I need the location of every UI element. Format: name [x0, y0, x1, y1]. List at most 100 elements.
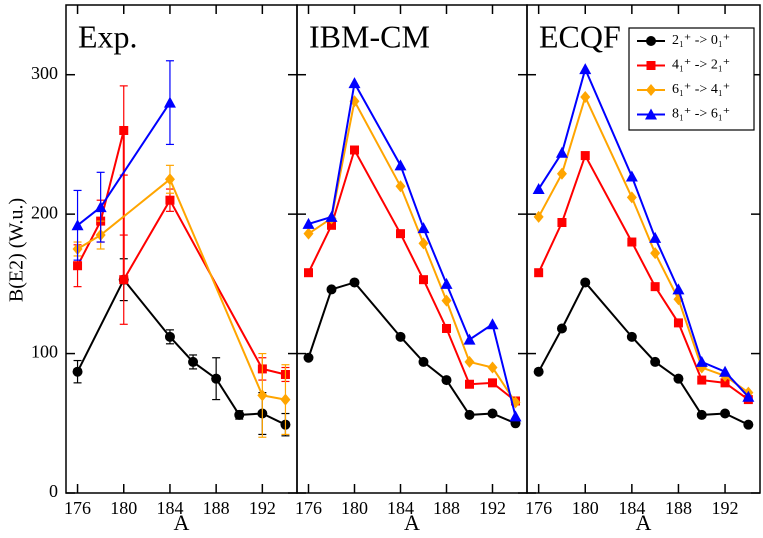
- x-tick-label: 180: [341, 498, 368, 518]
- marker: [556, 167, 567, 180]
- panel-frame: [526, 4, 761, 494]
- y-tick-label: 200: [31, 202, 58, 222]
- marker: [579, 63, 592, 75]
- marker: [348, 77, 361, 89]
- x-tick-label: 192: [249, 498, 276, 518]
- legend-marker: [646, 61, 656, 70]
- panel-title: ECQF: [539, 18, 621, 54]
- x-tick-label: 180: [110, 498, 137, 518]
- legend-label: 2₁⁺ -> 0₁⁺: [672, 33, 730, 48]
- x-tick-label: 192: [712, 498, 739, 518]
- marker: [280, 393, 291, 406]
- x-tick-label: 188: [203, 498, 230, 518]
- marker: [487, 408, 498, 419]
- marker: [440, 277, 453, 289]
- marker: [743, 419, 754, 430]
- marker: [350, 145, 359, 155]
- y-tick-label: 0: [49, 481, 58, 501]
- marker: [418, 356, 429, 367]
- marker: [442, 323, 451, 333]
- series-line: [77, 177, 286, 401]
- marker: [463, 333, 476, 345]
- marker: [304, 268, 313, 278]
- x-tick-label: 184: [156, 498, 183, 518]
- marker: [673, 373, 684, 384]
- marker: [672, 283, 685, 295]
- y-tick-label: 100: [31, 342, 58, 362]
- series-line: [76, 130, 286, 376]
- marker: [72, 366, 83, 377]
- marker: [650, 356, 661, 367]
- x-axis-label: A: [404, 510, 420, 535]
- x-tick-label: 176: [525, 498, 552, 518]
- marker: [465, 379, 474, 389]
- marker: [486, 318, 499, 330]
- panel-title: IBM-CM: [309, 18, 430, 54]
- x-axis-label: A: [174, 510, 190, 535]
- marker: [697, 375, 707, 385]
- marker: [394, 159, 407, 171]
- marker: [534, 268, 544, 278]
- x-tick-label: 176: [64, 498, 91, 518]
- legend-marker: [646, 84, 656, 96]
- marker: [396, 229, 405, 239]
- y-axis-label: B(E2) (W.u.): [6, 198, 28, 302]
- marker: [487, 361, 498, 374]
- x-tick-label: 180: [572, 498, 599, 518]
- marker: [164, 173, 175, 186]
- series-line: [307, 147, 517, 402]
- marker: [303, 227, 314, 240]
- marker: [234, 409, 245, 420]
- legend-marker: [646, 36, 656, 46]
- marker: [441, 294, 452, 307]
- marker: [673, 318, 683, 328]
- marker: [395, 180, 406, 193]
- marker: [650, 247, 661, 260]
- marker: [94, 201, 107, 213]
- series-line: [307, 281, 516, 425]
- marker: [325, 210, 338, 222]
- marker: [349, 277, 360, 288]
- series-line: [307, 98, 517, 403]
- marker: [580, 277, 591, 288]
- marker: [464, 409, 475, 420]
- legend-label: 8₁⁺ -> 6₁⁺: [672, 107, 730, 122]
- x-tick-label: 192: [479, 498, 506, 518]
- marker: [257, 389, 268, 402]
- legend-label: 6₁⁺ -> 4₁⁺: [672, 82, 730, 97]
- marker: [509, 410, 522, 422]
- marker: [580, 91, 591, 104]
- marker: [720, 408, 731, 419]
- marker: [719, 365, 732, 377]
- x-tick-label: 184: [618, 498, 645, 518]
- marker: [557, 218, 567, 228]
- x-axis-label: A: [636, 510, 652, 535]
- marker: [532, 183, 545, 195]
- x-tick-label: 188: [433, 498, 460, 518]
- series-line: [537, 153, 749, 401]
- marker: [556, 323, 567, 334]
- x-tick-label: 176: [295, 498, 322, 518]
- marker: [742, 390, 755, 402]
- marker: [720, 378, 730, 388]
- marker: [188, 356, 199, 367]
- marker: [488, 378, 497, 388]
- marker: [533, 210, 544, 223]
- marker: [626, 331, 637, 342]
- marker: [696, 409, 707, 420]
- marker: [533, 366, 544, 377]
- x-tick-label: 188: [665, 498, 692, 518]
- marker: [626, 191, 637, 204]
- marker: [627, 237, 637, 247]
- x-tick-label: 184: [387, 498, 414, 518]
- marker: [303, 352, 314, 363]
- marker: [625, 170, 638, 182]
- panel-title: Exp.: [78, 18, 138, 54]
- marker: [73, 261, 83, 271]
- y-tick-label: 300: [31, 63, 58, 83]
- marker: [302, 217, 315, 229]
- marker: [395, 331, 406, 342]
- legend-marker: [645, 108, 657, 120]
- marker: [326, 284, 337, 295]
